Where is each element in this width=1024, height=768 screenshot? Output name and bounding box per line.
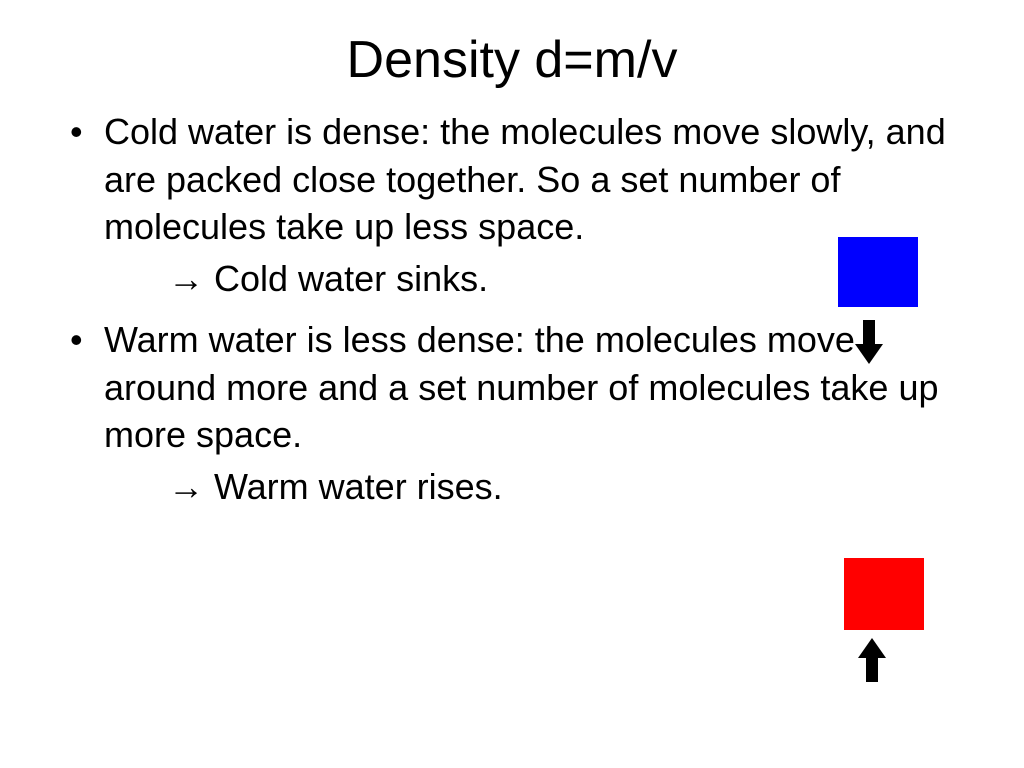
- sub-bullet-cold: → Cold water sinks.: [60, 255, 964, 303]
- bullet-text: Warm water is less dense: the molecules …: [104, 319, 939, 455]
- cold-water-box: [838, 237, 918, 307]
- sub-text: Cold water sinks.: [204, 258, 488, 299]
- slide-title: Density d=m/v: [60, 30, 964, 90]
- bullet-list: Cold water is dense: the molecules move …: [60, 108, 964, 251]
- arrow-down-icon: [855, 318, 883, 371]
- warm-water-box: [844, 558, 924, 630]
- bullet-item-warm: Warm water is less dense: the molecules …: [60, 316, 964, 459]
- bullet-list-2: Warm water is less dense: the molecules …: [60, 316, 964, 459]
- bullet-text: Cold water is dense: the molecules move …: [104, 111, 946, 247]
- slide: Density d=m/v Cold water is dense: the m…: [0, 0, 1024, 768]
- bullet-item-cold: Cold water is dense: the molecules move …: [60, 108, 964, 251]
- arrow-right-icon: →: [168, 258, 204, 299]
- arrow-right-icon: →: [168, 466, 204, 507]
- sub-bullet-warm: → Warm water rises.: [60, 463, 964, 511]
- arrow-up-icon: [858, 638, 886, 689]
- sub-text: Warm water rises.: [204, 466, 503, 507]
